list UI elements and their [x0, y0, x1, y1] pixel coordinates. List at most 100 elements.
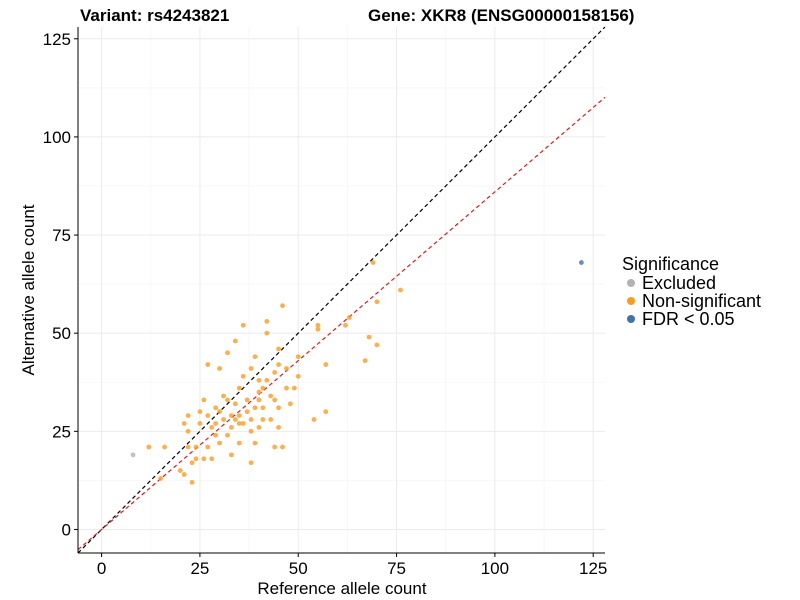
point-non-significant-60	[260, 417, 266, 422]
point-non-significant-79	[291, 385, 297, 391]
point-non-significant-37	[232, 417, 238, 422]
point-non-significant-15	[201, 397, 207, 403]
point-non-significant-69	[272, 444, 278, 450]
point-non-significant-45	[240, 322, 246, 328]
point-non-significant-73	[276, 346, 281, 352]
point-non-significant-77	[284, 366, 289, 371]
plot-grid	[78, 27, 605, 553]
point-non-significant-80	[295, 354, 301, 360]
point-non-significant-64	[264, 377, 270, 383]
point-non-significant-65	[268, 417, 274, 422]
point-non-significant-94	[398, 287, 403, 293]
point-fdr-0-05-0	[579, 260, 584, 265]
y-tick-label-3: 75	[52, 226, 71, 245]
point-non-significant-31	[225, 350, 230, 356]
point-non-significant-13	[197, 409, 203, 415]
point-non-significant-71	[276, 405, 281, 411]
point-non-significant-67	[272, 370, 278, 375]
reference-line-fit	[77, 96, 606, 551]
y-tick-label-0: 0	[62, 520, 71, 539]
point-non-significant-68	[272, 397, 278, 403]
point-non-significant-58	[256, 397, 262, 403]
point-non-significant-75	[280, 444, 285, 450]
x-tick-label-3: 75	[387, 559, 406, 578]
point-non-significant-55	[256, 389, 262, 395]
point-non-significant-7	[185, 428, 191, 434]
point-excluded-0	[130, 452, 136, 458]
x-tick-label-2: 50	[289, 559, 308, 578]
point-non-significant-53	[252, 440, 258, 446]
point-non-significant-2	[162, 444, 167, 450]
point-non-significant-17	[205, 413, 211, 419]
point-non-significant-86	[323, 362, 329, 367]
point-non-significant-49	[248, 460, 254, 466]
x-tick-label-5: 125	[579, 559, 607, 578]
point-non-significant-23	[213, 432, 219, 438]
point-non-significant-76	[284, 385, 289, 391]
point-non-significant-50	[248, 366, 254, 371]
x-tick-label-0: 0	[97, 559, 106, 578]
point-non-significant-87	[343, 322, 348, 328]
point-non-significant-63	[264, 319, 270, 324]
point-non-significant-11	[193, 456, 199, 462]
point-non-significant-83	[315, 326, 321, 332]
point-non-significant-48	[248, 428, 254, 434]
point-non-significant-24	[213, 421, 219, 426]
legend-key-excluded	[627, 279, 635, 287]
point-non-significant-5	[181, 421, 187, 426]
point-non-significant-91	[370, 260, 376, 265]
point-non-significant-35	[228, 413, 234, 419]
point-non-significant-89	[362, 358, 368, 364]
point-non-significant-38	[232, 338, 238, 344]
point-non-significant-28	[221, 417, 226, 422]
point-non-significant-46	[244, 409, 250, 415]
point-non-significant-88	[346, 315, 352, 320]
point-non-significant-3	[177, 468, 183, 473]
reference-lines	[77, 26, 606, 554]
point-non-significant-34	[228, 452, 234, 458]
point-non-significant-36	[232, 401, 238, 407]
point-non-significant-26	[217, 409, 222, 415]
point-non-significant-85	[323, 409, 329, 415]
point-non-significant-92	[374, 342, 380, 348]
point-non-significant-78	[287, 401, 293, 407]
point-non-significant-93	[374, 299, 380, 305]
y-tick-label-5: 125	[43, 30, 71, 49]
point-non-significant-4	[181, 472, 187, 477]
legend-label-fdr-0-05: FDR < 0.05	[642, 309, 735, 329]
point-non-significant-27	[217, 440, 222, 446]
point-non-significant-52	[252, 405, 258, 411]
chart-title-variant: Variant: rs4243821	[80, 6, 229, 25]
point-non-significant-61	[260, 385, 266, 391]
point-non-significant-82	[311, 417, 317, 422]
point-non-significant-33	[228, 424, 234, 430]
point-non-significant-59	[260, 405, 266, 411]
point-non-significant-12	[193, 444, 199, 450]
legend: Significance ExcludedNon-significantFDR …	[622, 254, 761, 329]
point-non-significant-57	[256, 424, 262, 430]
legend-title: Significance	[622, 254, 719, 274]
point-non-significant-70	[276, 362, 281, 367]
point-non-significant-74	[280, 303, 285, 309]
point-non-significant-8	[185, 444, 191, 450]
x-tick-label-4: 100	[481, 559, 509, 578]
point-non-significant-29	[221, 393, 226, 399]
point-non-significant-16	[201, 456, 207, 462]
legend-label-non-significant: Non-significant	[642, 291, 761, 311]
y-axis-label: Alternative allele count	[19, 204, 38, 375]
point-non-significant-84	[315, 322, 321, 328]
point-non-significant-19	[205, 444, 211, 450]
point-non-significant-42	[236, 413, 242, 419]
point-non-significant-90	[366, 334, 372, 340]
point-non-significant-54	[252, 354, 258, 360]
point-non-significant-32	[225, 397, 230, 403]
point-non-significant-40	[236, 385, 242, 391]
axes: 0 25 50 75 100 125 0 25 50 75 100 125	[43, 27, 607, 578]
data-points	[130, 260, 584, 485]
point-non-significant-21	[209, 424, 215, 430]
y-tick-label-4: 100	[43, 128, 71, 147]
point-non-significant-18	[205, 362, 211, 367]
point-non-significant-10	[189, 460, 195, 466]
point-non-significant-56	[256, 377, 262, 383]
x-axis-label: Reference allele count	[257, 579, 426, 598]
